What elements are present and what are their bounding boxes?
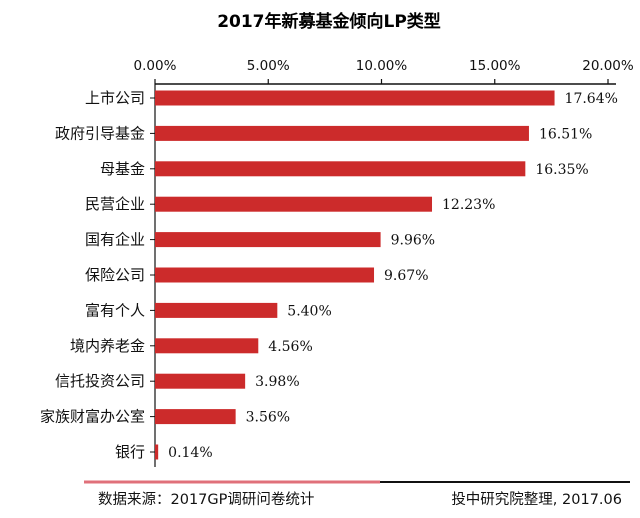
bar: [155, 302, 278, 318]
category-label: 国有企业: [85, 231, 145, 249]
category-label: 政府引导基金: [55, 124, 145, 142]
category-label: 上市公司: [85, 89, 145, 107]
source-note: 数据来源：2017GP调研问卷统计: [98, 491, 314, 508]
footer: 数据来源：2017GP调研问卷统计 投中研究院整理, 2017.06: [84, 480, 630, 508]
x-tick-label: 0.00%: [134, 58, 177, 74]
bar: [155, 444, 159, 460]
data-label: 5.40%: [287, 303, 331, 319]
credit-note: 投中研究院整理, 2017.06: [451, 491, 622, 508]
bar: [155, 90, 555, 106]
x-tick-label: 10.00%: [356, 58, 408, 74]
bar: [155, 125, 529, 141]
chart-title: 2017年新募基金倾向LP类型: [217, 11, 441, 32]
data-label: 9.67%: [384, 268, 428, 284]
x-axis: 0.00% 5.00% 10.00% 15.00% 20.00%: [134, 58, 634, 467]
category-label: 保险公司: [85, 266, 145, 284]
bar: [155, 373, 246, 389]
data-label: 17.64%: [565, 91, 618, 107]
category-label: 民营企业: [85, 195, 145, 213]
category-label: 富有个人: [85, 301, 145, 319]
bar: [155, 161, 526, 177]
category-label: 母基金: [100, 160, 145, 178]
bars: 上市公司 17.64% 政府引导基金 16.51% 母基金 16.35% 民营企业 12.23…: [40, 89, 618, 461]
data-label: 16.51%: [539, 126, 592, 142]
data-label: 3.56%: [246, 410, 290, 426]
bar: [155, 409, 236, 425]
category-label: 信托投资公司: [55, 372, 145, 390]
data-label: 4.56%: [268, 339, 312, 355]
category-label: 银行: [115, 443, 145, 461]
bar: [155, 338, 259, 354]
data-label: 16.35%: [535, 162, 588, 178]
data-label: 12.23%: [442, 197, 495, 213]
bar: [155, 267, 375, 283]
category-label: 境内养老金: [70, 337, 145, 355]
x-tick-label: 5.00%: [247, 58, 290, 74]
data-label: 0.14%: [168, 445, 212, 461]
data-label: 9.96%: [391, 233, 435, 249]
bar: [155, 232, 381, 248]
bar: [155, 196, 433, 212]
category-label: 家族财富办公室: [40, 408, 145, 426]
x-tick-label: 15.00%: [469, 58, 521, 74]
x-tick-label: 20.00%: [582, 58, 634, 74]
data-label: 3.98%: [255, 374, 299, 390]
